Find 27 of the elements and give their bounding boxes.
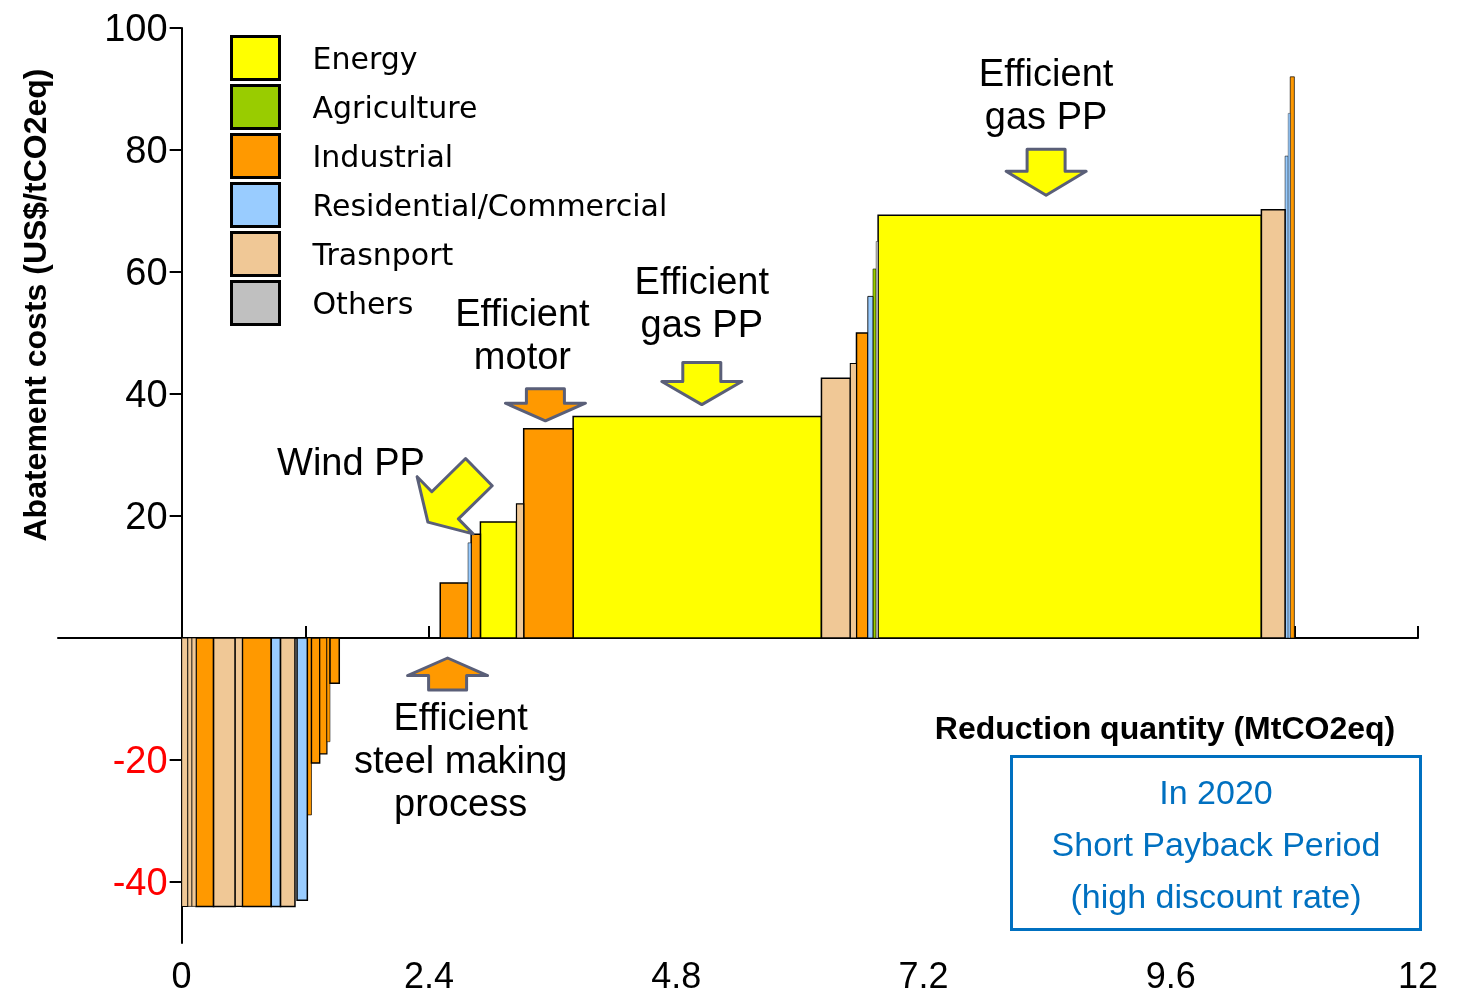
x-tick-label: 9.6 — [1145, 953, 1196, 993]
annotation: Efficient gas PP — [634, 259, 770, 346]
x-tick-label: 0 — [171, 953, 192, 993]
x-tick-label: 12 — [1397, 953, 1439, 993]
annotation: Efficient gas PP — [978, 52, 1114, 139]
x-tick-label: 7.2 — [898, 953, 949, 993]
legend-label: Others — [312, 285, 414, 321]
y-tick-label: 40 — [125, 373, 168, 415]
x-axis-title: Reduction quantity (MtCO2eq) — [934, 709, 1396, 747]
y-tick-label: 100 — [104, 7, 168, 49]
x-tick-label: 4.8 — [651, 953, 702, 993]
y-tick-label: 80 — [125, 129, 168, 171]
legend-label: Agriculture — [312, 89, 478, 125]
annotation: In 2020 Short Payback Period (high discount rate) — [1010, 755, 1422, 931]
annotation: Wind PP — [277, 440, 425, 484]
y-tick-label: -20 — [112, 739, 168, 781]
legend-label: Industrial — [312, 138, 454, 174]
legend-label: Residential/Commercial — [312, 187, 668, 223]
y-tick-label: 60 — [125, 251, 168, 293]
y-tick-label: -40 — [112, 861, 168, 903]
annotation: Efficient motor — [455, 291, 590, 378]
x-tick-label: 2.4 — [403, 953, 454, 993]
annotation: Efficient steel making process — [353, 695, 568, 825]
legend-label: Energy — [312, 40, 418, 76]
legend-label: Trasnport — [311, 236, 454, 272]
y-tick-label: 20 — [125, 495, 168, 537]
y-axis-title: Abatement costs (US$/tCO2eq) — [16, 68, 54, 542]
